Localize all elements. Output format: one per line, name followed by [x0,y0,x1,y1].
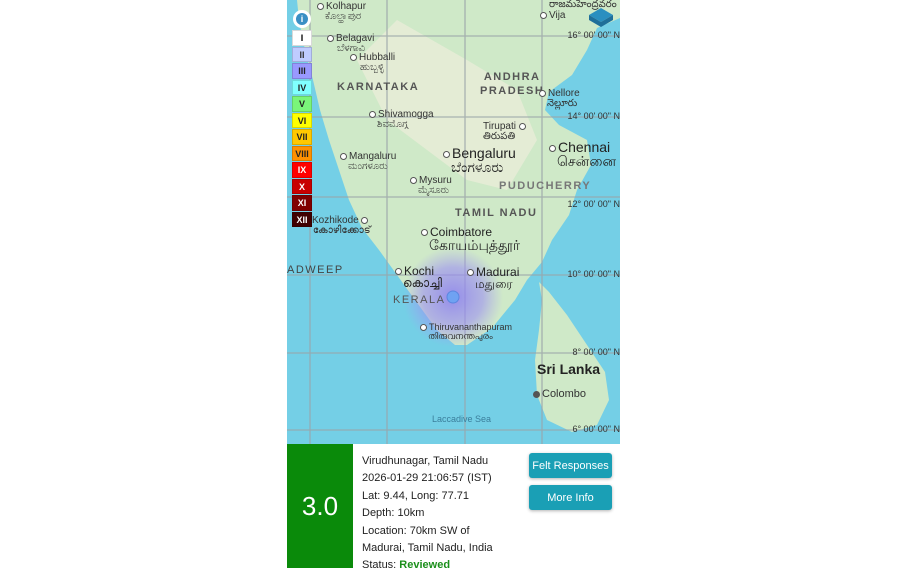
legend-item-mmi-ix: IX [292,162,312,178]
label-kolhapur: Kolhapur ಕೊಲ್ಹಾಪುರ [317,2,366,22]
label-chennai: Chennai சென்னை [549,140,616,168]
label-bengaluru: Bengaluru ಬೆಂಗಳೂರು [443,146,516,174]
label-lakshadweep: ADWEEP [287,264,344,276]
label-andhra-pradesh: ANDHRA PRADESH [480,71,545,97]
label-tirupati: Tirupati తిరుపతి [483,122,528,142]
label-nellore: Nellore నెల్లూరు [539,89,580,109]
info-icon[interactable]: i [293,10,311,28]
epicenter-marker [446,290,460,304]
legend-item-mmi-vi: VI [292,112,312,128]
more-info-button[interactable]: More Info [529,485,612,510]
label-kochi: Kochi കൊച്ചി [395,265,442,289]
layers-icon[interactable] [588,6,614,30]
label-puducherry: PUDUCHERRY [499,180,592,192]
legend-item-mmi-iv: IV [292,79,312,95]
event-panel: 3.0 Virudhunagar, Tamil Nadu 2026-01-29 … [287,444,620,571]
label-hubballi: Hubballi ಹುಬ್ಬಳ್ಳಿ [350,53,395,73]
legend-item-mmi-x: X [292,178,312,194]
label-colombo: Colombo [533,389,586,400]
label-kozhikode: Kozhikode കോഴിക്കോട് [312,215,371,236]
label-thiruvananthapuram: Thiruvananthapuram തിരുവനന്തപുരം [420,323,512,341]
label-coimbatore: Coimbatore கோயம்புத்தூர் [421,224,520,252]
label-sri-lanka: Sri Lanka [537,361,601,377]
status-value: Reviewed [399,559,451,572]
label-vijayawada: Vija [540,11,566,21]
legend-item-mmi-xi: XI [292,195,312,211]
magnitude-badge: 3.0 [287,444,353,568]
felt-responses-button[interactable]: Felt Responses [529,453,612,478]
legend-item-mmi-vii: VII [292,129,312,145]
event-latlong: Lat: 9.44, Long: 77.71 [362,489,470,502]
legend-item-mmi-xii: XII [292,211,312,227]
label-tamil-nadu: TAMIL NADU [455,207,538,219]
legend-item-mmi-v: V [292,96,312,112]
label-laccadive-sea: Laccadive Sea [432,414,492,424]
grid-label-8n: 8° 00' 00" N [572,347,620,357]
grid-label-6n: 6° 00' 00" N [572,424,620,434]
event-depth: Depth: 10km [362,507,425,520]
intensity-map[interactable]: Kolhapur ಕೊಲ್ಹಾಪುರ రాజమహేంద్రవరం Vija Bel… [287,0,620,444]
label-mangaluru: Mangaluru ಮಂಗಳೂರು [340,152,396,172]
event-region: Virudhunagar, Tamil Nadu [362,455,489,467]
intensity-legend: i I II III IV V VI VII VIII IX X XI XII [292,10,312,228]
grid-label-16n: 16° 00' 00" N [567,30,620,40]
label-belagavi: Belagavi ಬೆಳಗಾವಿ [327,34,374,54]
legend-item-mmi-iii: III [292,63,312,79]
event-details: Virudhunagar, Tamil Nadu 2026-01-29 21:0… [362,453,493,575]
event-location-2: Madurai, Tamil Nadu, India [362,542,493,555]
event-status: Status: Reviewed [362,559,451,572]
label-mysuru: Mysuru ಮೈಸೂರು [410,176,452,196]
label-madurai: Madurai மதுரை [467,266,519,290]
event-location-1: Location: 70km SW of [362,524,470,537]
legend-item-mmi-ii: II [292,46,312,62]
grid-label-14n: 14° 00' 00" N [567,111,620,121]
label-kerala: KERALA [393,294,446,306]
grid-label-12n: 12° 00' 00" N [567,199,620,209]
label-karnataka: KARNATAKA [337,81,420,93]
label-shivamogga: Shivamogga ಶಿವಮೊಗ್ಗ [369,110,434,130]
event-datetime: 2026-01-29 21:06:57 (IST) [362,472,492,485]
sri-lanka-landmass [535,282,609,432]
legend-item-mmi-i: I [292,30,312,46]
label-top-local: రాజమహేంద్రవరం [549,0,617,10]
legend-item-mmi-viii: VIII [292,145,312,161]
grid-label-10n: 10° 00' 00" N [567,269,620,279]
map-canvas [287,0,620,444]
